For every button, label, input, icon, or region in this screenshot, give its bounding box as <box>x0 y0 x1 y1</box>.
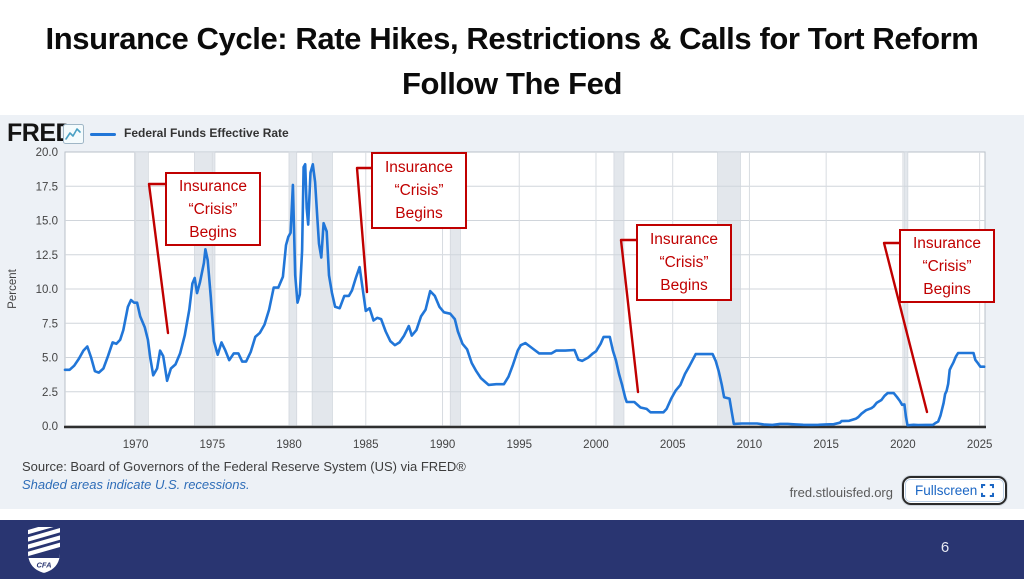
slide-title-line1: Insurance Cycle: Rate Hikes, Restriction… <box>45 21 979 56</box>
fred-chart-icon <box>63 124 84 144</box>
legend-label: Federal Funds Effective Rate <box>124 126 289 140</box>
svg-text:CFA: CFA <box>37 561 52 570</box>
fullscreen-button[interactable]: Fullscreen <box>902 476 1008 505</box>
cfa-shield-logo: CFA <box>28 527 60 573</box>
crisis-annotation-1985: Insurance “Crisis” Begins <box>371 152 467 229</box>
fred-site-url: fred.stlouisfed.org <box>789 485 893 500</box>
crisis-annotation-2021: Insurance “Crisis” Begins <box>899 229 995 303</box>
slide-title-line2: Follow The Fed <box>402 66 622 101</box>
fullscreen-label: Fullscreen <box>915 483 978 498</box>
fullscreen-icon <box>981 484 995 497</box>
crisis-annotation-2002: Insurance “Crisis” Begins <box>636 224 732 301</box>
crisis-annotation-1973: Insurance “Crisis” Begins <box>165 172 261 246</box>
slide-footer-bar <box>0 520 1024 579</box>
source-attribution: Source: Board of Governors of the Federa… <box>22 459 466 474</box>
legend-line-swatch <box>90 133 116 136</box>
slide-title: Insurance Cycle: Rate Hikes, Restriction… <box>0 16 1024 106</box>
page-number: 6 <box>940 539 950 556</box>
fred-chart-widget <box>0 115 1024 509</box>
recession-note: Shaded areas indicate U.S. recessions. <box>22 477 250 492</box>
